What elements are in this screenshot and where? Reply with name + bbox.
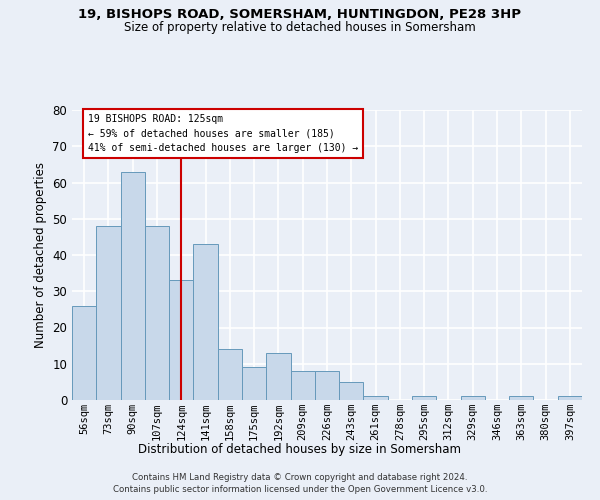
Bar <box>72 306 96 400</box>
Bar <box>121 172 145 400</box>
Bar <box>558 396 582 400</box>
Bar <box>461 396 485 400</box>
Text: Contains public sector information licensed under the Open Government Licence v3: Contains public sector information licen… <box>113 485 487 494</box>
Text: 19, BISHOPS ROAD, SOMERSHAM, HUNTINGDON, PE28 3HP: 19, BISHOPS ROAD, SOMERSHAM, HUNTINGDON,… <box>79 8 521 20</box>
Bar <box>364 396 388 400</box>
Bar <box>96 226 121 400</box>
Bar <box>290 371 315 400</box>
Bar <box>266 353 290 400</box>
Bar <box>315 371 339 400</box>
Text: Distribution of detached houses by size in Somersham: Distribution of detached houses by size … <box>139 442 461 456</box>
Bar <box>218 349 242 400</box>
Bar <box>412 396 436 400</box>
Text: Contains HM Land Registry data © Crown copyright and database right 2024.: Contains HM Land Registry data © Crown c… <box>132 472 468 482</box>
Bar <box>169 280 193 400</box>
Bar <box>145 226 169 400</box>
Y-axis label: Number of detached properties: Number of detached properties <box>34 162 47 348</box>
Text: Size of property relative to detached houses in Somersham: Size of property relative to detached ho… <box>124 21 476 34</box>
Bar <box>509 396 533 400</box>
Bar <box>242 368 266 400</box>
Bar <box>339 382 364 400</box>
Bar <box>193 244 218 400</box>
Text: 19 BISHOPS ROAD: 125sqm
← 59% of detached houses are smaller (185)
41% of semi-d: 19 BISHOPS ROAD: 125sqm ← 59% of detache… <box>88 114 358 153</box>
